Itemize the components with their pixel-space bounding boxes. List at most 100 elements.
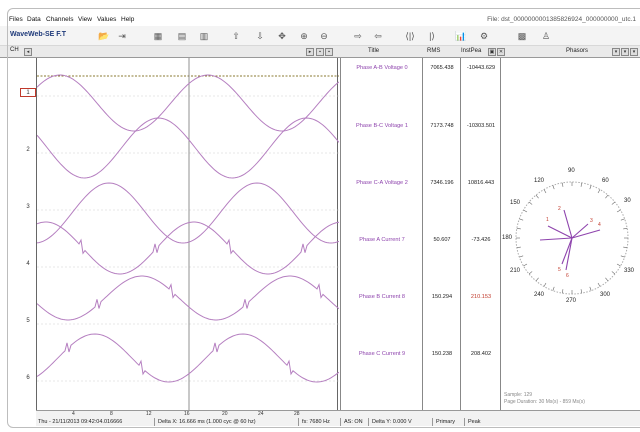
scroll-left-button[interactable]: ◂ [24,48,32,56]
phasor-degree-label: 300 [600,292,611,298]
scroll-right-button[interactable]: ▸ [306,48,314,56]
channel-inst-peak: 10816.443 [467,180,495,186]
channel-number-6[interactable]: 6 [26,375,30,381]
bar-chart-icon[interactable]: 📊 [455,31,467,41]
open-folder-icon[interactable]: 📂 [98,31,110,41]
channel-rms: 7346.196 [430,180,454,186]
channel-number-1[interactable]: 1 [26,90,30,96]
cursor-b-icon[interactable]: |⟩ [429,31,435,41]
phasor-number-6: 6 [566,273,569,279]
column-close-button[interactable]: ✕ [497,48,505,56]
waveform-trace [36,74,340,132]
menu-data[interactable]: Data [27,16,41,23]
phasor-tick [523,209,528,213]
channel-title: Phase A-B Voltage 0 [356,65,408,71]
channel-number-5[interactable]: 5 [26,318,30,324]
zoom-out-icon[interactable]: ⊖ [320,31,328,41]
column-expand-button[interactable]: ▣ [488,48,496,56]
channel-inst-peak: -10303.501 [466,123,496,129]
phasor-button-2[interactable]: ▾ [621,48,629,56]
grid-icon[interactable]: ▩ [517,31,527,41]
status-separator [368,418,369,426]
channel-number-3[interactable]: 3 [26,204,30,210]
waveform-plot[interactable] [36,58,340,410]
menu-view[interactable]: View [78,16,92,23]
phasor-panel: 1 2 3 4 5 6 90 60 30 330 300 270 240 210… [500,58,640,410]
phasor-tick [620,255,625,258]
phasors-header: Phasors [566,48,589,54]
settings-dropdown-icon[interactable]: ⚙ [479,31,489,41]
phasor-tick [605,194,609,199]
table-row[interactable]: Phase A Current 7 50.607 -73.426 [340,234,500,246]
phasor-tick [519,255,524,258]
phasor-tick [528,271,533,275]
arrow-left-icon[interactable]: ⇦ [374,31,382,41]
pan-icon[interactable]: ✥ [278,31,286,41]
phasor-number-1: 1 [546,217,549,223]
phasor-number-5: 5 [558,267,561,273]
status-fs: fs: 7680 Hz [302,419,330,425]
person-icon[interactable]: ♙ [541,31,551,41]
copy-icon[interactable]: ▥ [199,31,209,41]
menu-channels[interactable]: Channels [46,16,74,23]
instpeak-column-header[interactable]: InstPea [461,48,482,54]
menu-bar: Files Data Channels View Values Help Fil… [0,14,640,26]
phasor-tick [519,218,524,221]
phasor-vector-1 [547,225,573,239]
phasor-tick [597,189,601,194]
phasor-tick [552,185,555,190]
phasor-tick [543,282,547,287]
status-delta-y: Delta Y: 0.000 V [372,419,412,425]
table-row[interactable]: Phase A-B Voltage 0 7065.438 -10443.629 [340,62,500,74]
scroll-button-2[interactable]: ▪ [325,48,333,56]
table-row[interactable]: Phase B-C Voltage 1 7173.748 -10303.501 [340,120,500,132]
cursor-a-icon[interactable]: ⟨|⟩ [405,31,415,41]
table-row[interactable]: Phase C Current 9 150.238 208.402 [340,348,500,360]
x-tick: 24 [258,411,264,417]
arrow-down-icon[interactable]: ⇩ [256,31,264,41]
x-tick: 8 [110,411,113,417]
phasor-tick [605,277,609,282]
phasor-degree-label: 240 [534,292,545,298]
rms-column-header[interactable]: RMS [427,48,441,54]
phasor-tick [552,286,555,291]
x-tick: 28 [294,411,300,417]
channel-number-4[interactable]: 4 [26,261,30,267]
phasor-number-2: 2 [558,206,561,212]
title-column-header[interactable]: Title [368,48,380,54]
waveform-trace [36,275,340,321]
menu-help[interactable]: Help [121,16,135,23]
channel-number-2[interactable]: 2 [26,147,30,153]
rms-divider [422,58,423,410]
phasor-degree-label: 270 [566,298,577,304]
phasor-degree-label: 30 [624,198,631,204]
phasor-degree-label: 180 [502,235,513,241]
channel-numbers: 1 2 3 4 5 6 [20,58,36,410]
phasor-tick [523,263,528,267]
zoom-in-icon[interactable]: ⊕ [300,31,308,41]
phasor-vector-3 [571,223,589,239]
arrow-up-icon[interactable]: ⇧ [232,31,240,41]
status-peak: Peak [468,419,481,425]
phasor-button-1[interactable]: ▾ [612,48,620,56]
page-duration: Page Duration: 30 Ms(s) - 859 Ms(s) [504,399,585,405]
report-icon[interactable]: ▤ [177,31,187,41]
x-tick: 4 [72,411,75,417]
scroll-button-1[interactable]: ▪ [316,48,324,56]
x-tick: 16 [184,411,190,417]
menu-files[interactable]: Files [9,16,23,23]
phasor-tick [589,286,592,291]
export-icon[interactable]: ⇥ [118,31,126,41]
phasor-button-3[interactable]: ▾ [630,48,638,56]
status-separator [340,418,341,426]
arrow-right-icon[interactable]: ⇨ [354,31,362,41]
table-row[interactable]: Phase B Current 8 150.294 210.153 [340,291,500,303]
phasor-svg[interactable]: 1 2 3 4 5 6 [500,58,640,410]
phasor-tick [611,271,616,275]
channel-rms: 7065.438 [430,65,454,71]
phasor-tick [616,209,621,213]
menu-values[interactable]: Values [97,16,117,23]
table-row[interactable]: Phase C-A Voltage 2 7346.196 10816.443 [340,177,500,189]
channels-icon[interactable]: ▦ [153,31,163,41]
channel-title: Phase B Current 8 [358,294,406,300]
